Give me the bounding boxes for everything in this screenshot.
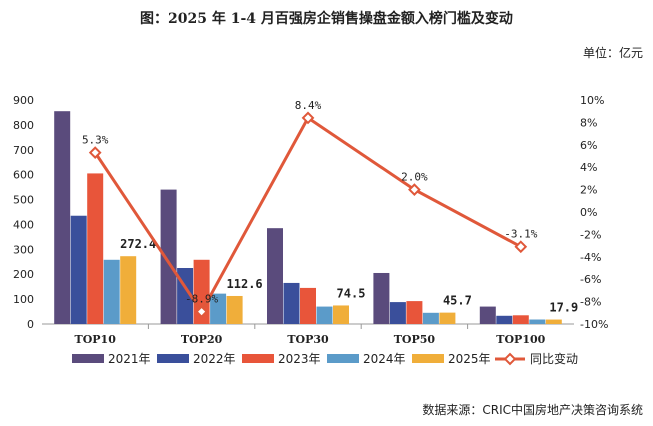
unit-label: 单位：亿元: [582, 46, 643, 60]
bar-top30-s3: [300, 287, 316, 324]
bar-top20-s5: [226, 295, 243, 324]
legend-swatch-s5: [412, 354, 444, 363]
line-point-top100: [514, 240, 528, 254]
y-left-tick-label: 500: [13, 194, 34, 207]
bar-data-label-top20: 112.6: [227, 277, 263, 291]
legend-label-s3: 2023年: [278, 352, 321, 366]
chart-title: 图：2025 年 1-4 月百强房企销售操盘金额入榜门槛及变动: [140, 11, 513, 27]
x-tick-label-top50: TOP50: [394, 333, 436, 346]
legend-label-s1: 2021年: [108, 352, 151, 366]
source-label: 数据来源：CRIC中国房地产决策咨询系统: [422, 403, 643, 417]
y-left-tick-label: 600: [13, 169, 34, 182]
line-yoy-change: [93, 115, 522, 315]
bar-top50-s4: [422, 312, 439, 324]
legend-swatch-s2: [157, 354, 189, 363]
legend-label-line: 同比变动: [530, 351, 578, 366]
line-point-top20: [195, 305, 208, 319]
line-data-label-top30: 8.4%: [295, 99, 322, 112]
bar-top10-s1: [54, 111, 71, 324]
y-left-tick-label: 200: [13, 268, 34, 281]
y-right-tick-label: -8%: [580, 296, 601, 309]
y-left-tick-label: 400: [13, 218, 34, 231]
bar-data-label-top50: 45.7: [443, 294, 472, 308]
bar-top100-s1: [479, 306, 496, 324]
bar-data-label-top10: 272.4: [120, 237, 156, 251]
line-point-top10: [88, 146, 102, 160]
y-left-tick-label: 800: [13, 119, 34, 132]
bar-top10-s5: [120, 256, 137, 324]
line-data-label-top100: -3.1%: [504, 228, 537, 241]
line-data-label-top50: 2.0%: [401, 171, 428, 184]
bar-top30-s1: [267, 228, 283, 324]
y-left-tick-label: 100: [13, 293, 34, 306]
legend-line-marker: [503, 352, 517, 366]
bar-top50-s3: [406, 301, 423, 324]
y-right-tick-label: -4%: [580, 251, 601, 264]
y-right-tick-label: -2%: [580, 228, 601, 241]
y-left-tick-label: 900: [13, 94, 34, 107]
bar-top50-s1: [373, 272, 390, 324]
bar-data-label-top100: 17.9: [549, 301, 578, 315]
bar-top30-s4: [316, 306, 333, 324]
bar-top10-s2: [70, 215, 87, 324]
y-left-tick-label: 0: [27, 318, 34, 331]
bar-top50-s5: [439, 312, 456, 324]
line-point-top50: [408, 183, 421, 196]
bar-top30-s5: [333, 305, 349, 324]
bar-top20-s1: [160, 189, 177, 324]
x-tick-label-top20: TOP20: [181, 333, 223, 346]
bar-top50-s2: [389, 302, 406, 324]
y-left-tick-label: 300: [13, 243, 34, 256]
bar-top100-s4: [529, 319, 546, 324]
line-point-top30: [301, 111, 315, 125]
legend-label-s5: 2025年: [448, 352, 491, 366]
legend-swatch-s3: [242, 354, 274, 363]
bar-top10-s4: [103, 259, 120, 324]
bar-top20-s4: [210, 293, 227, 324]
y-left-tick-label: 700: [13, 144, 34, 157]
legend-label-s2: 2022年: [193, 352, 236, 366]
x-tick-label-top100: TOP100: [496, 333, 545, 346]
bar-data-label-top30: 74.5: [337, 286, 366, 300]
bar-top30-s2: [283, 282, 300, 324]
bar-top100-s5: [545, 319, 562, 324]
bar-top100-s2: [496, 315, 513, 324]
legend-swatch-s1: [72, 354, 104, 363]
bar-top100-s3: [512, 315, 529, 324]
y-right-tick-label: -6%: [580, 273, 601, 286]
y-right-tick-label: 10%: [580, 94, 604, 107]
y-right-tick-label: 6%: [580, 139, 597, 152]
y-right-tick-label: 8%: [580, 116, 597, 129]
y-right-tick-label: -10%: [580, 318, 608, 331]
line-data-label-top20: -8.9%: [185, 293, 218, 306]
x-tick-label-top30: TOP30: [287, 333, 329, 346]
x-tick-label-top10: TOP10: [75, 333, 117, 346]
y-right-tick-label: 0%: [580, 206, 597, 219]
legend-label-s4: 2024年: [363, 352, 406, 366]
bar-top10-s3: [87, 173, 104, 324]
legend-swatch-s4: [327, 354, 359, 363]
y-right-tick-label: 4%: [580, 161, 597, 174]
line-data-label-top10: 5.3%: [82, 134, 109, 147]
y-right-tick-label: 2%: [580, 184, 597, 197]
